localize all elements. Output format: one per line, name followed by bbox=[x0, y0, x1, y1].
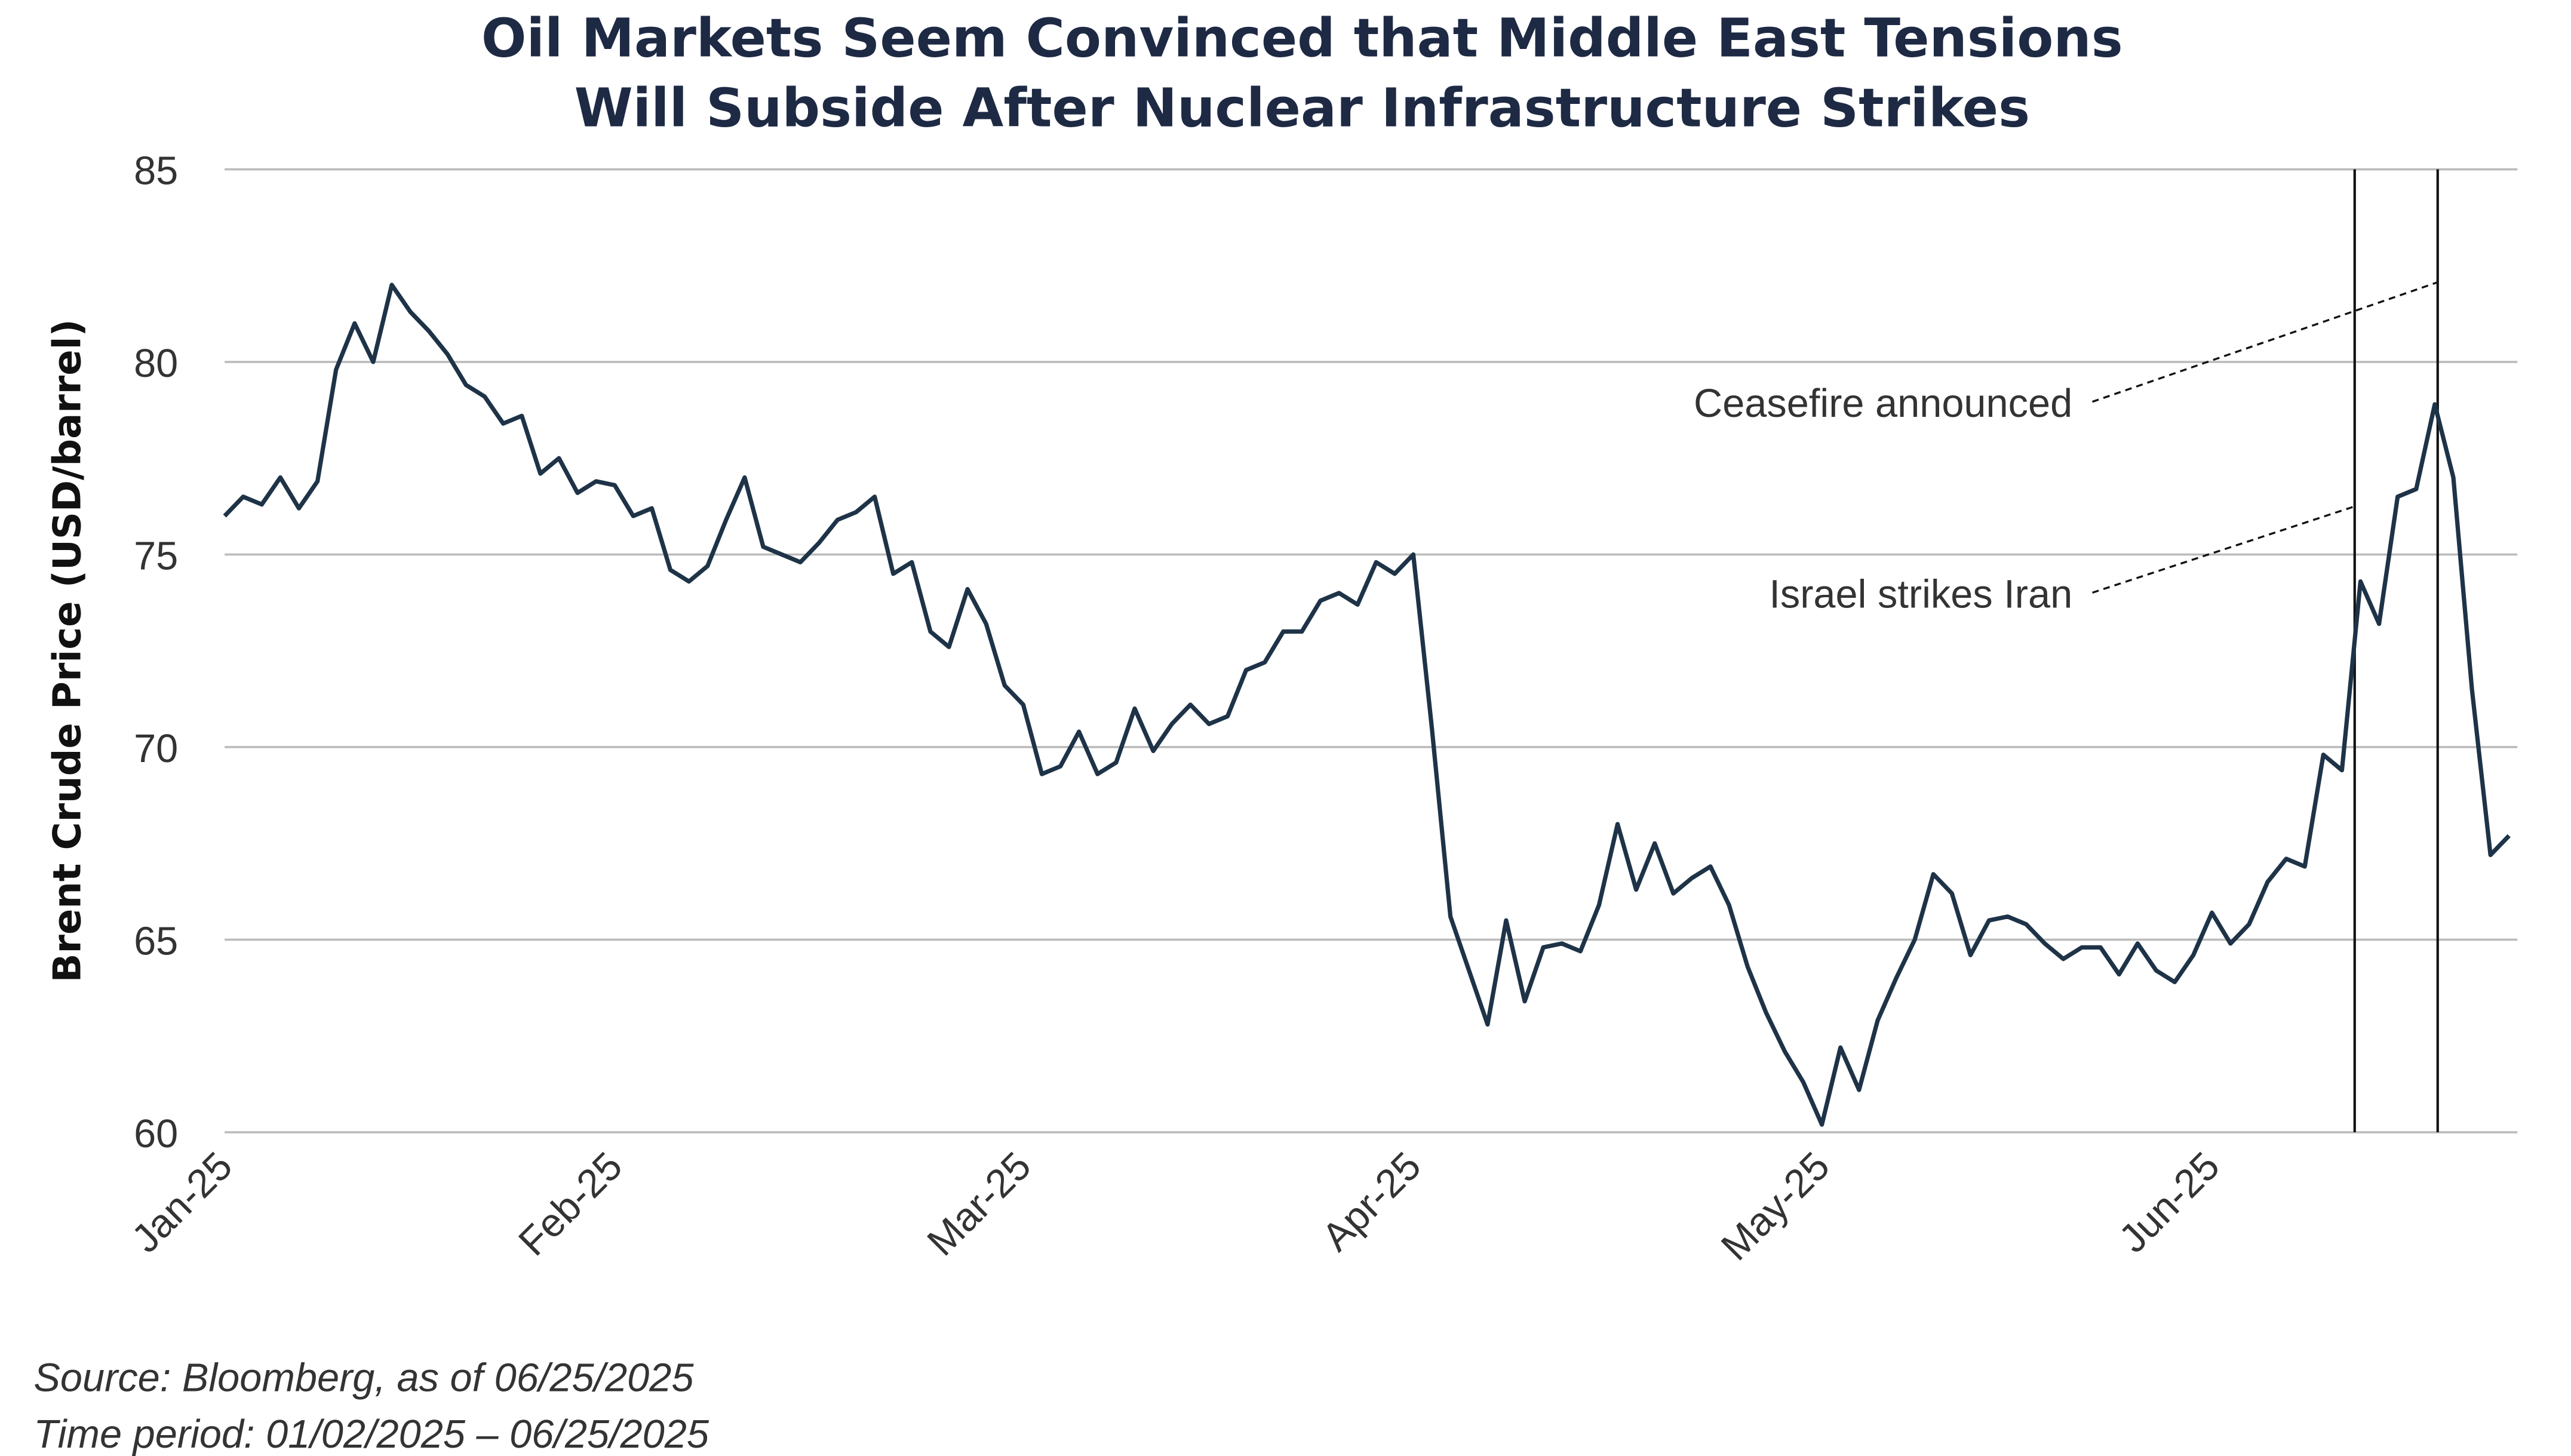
x-tick-label: May-25 bbox=[1713, 1144, 1838, 1269]
y-tick-label: 60 bbox=[134, 1112, 178, 1156]
annotation: Ceasefire announced bbox=[1694, 382, 2072, 426]
source-note: Source: Bloomberg, as of 06/25/2025 bbox=[33, 1356, 694, 1400]
y-tick-label: 75 bbox=[134, 535, 178, 579]
chart-title: Oil Markets Seem Convinced that Middle E… bbox=[481, 7, 2123, 69]
x-tick-label: Apr-25 bbox=[1314, 1144, 1430, 1260]
y-tick-label: 80 bbox=[134, 342, 178, 386]
price-line bbox=[223, 282, 2511, 1127]
annotation: Israel strikes Iran bbox=[1769, 572, 2072, 616]
annotation-leader bbox=[2092, 505, 2355, 594]
y-tick-label: 70 bbox=[134, 727, 178, 771]
chart-title: Will Subside After Nuclear Infrastructur… bbox=[575, 76, 2030, 139]
source-note: Time period: 01/02/2025 – 06/25/2025 bbox=[33, 1412, 709, 1456]
x-tick-label: Mar-25 bbox=[919, 1144, 1040, 1264]
x-tick-label: Feb-25 bbox=[511, 1144, 631, 1264]
x-tick-label: Jun-25 bbox=[2111, 1144, 2228, 1261]
x-tick-label: Jan-25 bbox=[124, 1144, 241, 1261]
y-tick-label: 85 bbox=[134, 149, 178, 193]
y-tick-label: 65 bbox=[134, 919, 178, 963]
y-axis-label: Brent Crude Price (USD/barrel) bbox=[45, 319, 90, 982]
annotation-leader bbox=[2092, 281, 2438, 403]
